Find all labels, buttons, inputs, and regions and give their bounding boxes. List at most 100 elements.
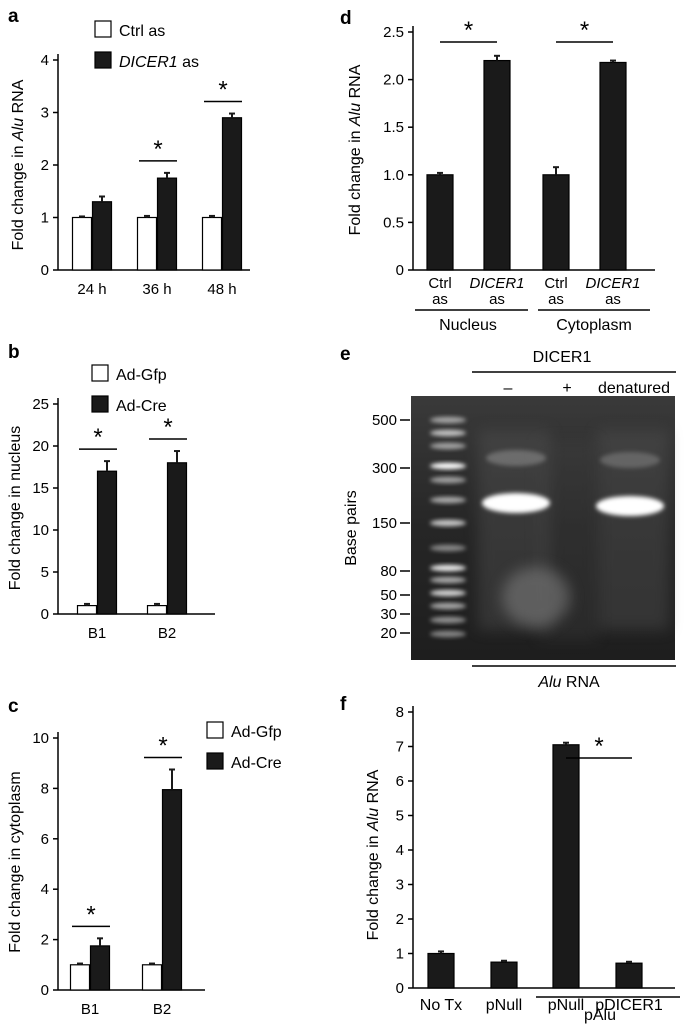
panel-a-y-tick-label: 4 — [41, 52, 49, 69]
panel-e-marker-label: 20 — [380, 625, 397, 642]
panel-c-legend-swatch — [206, 721, 224, 739]
panel-e-lane-label: + — [562, 380, 571, 397]
panel-b-bar — [76, 604, 98, 615]
panel-a-bar — [201, 216, 223, 271]
panel-e-marker-label: 150 — [372, 515, 397, 532]
panel-e-ladder-band — [430, 462, 466, 470]
panel-c-bar — [89, 945, 111, 991]
panel-d-bar — [599, 61, 627, 271]
panel-b-bar — [166, 462, 188, 615]
panel-c-x-tick-label: B1 — [81, 1001, 99, 1018]
panel-e-ladder-band — [430, 519, 466, 527]
panel-b-bar — [96, 470, 118, 615]
panel-a-bar — [91, 201, 113, 271]
panel-e-marker-label: 50 — [380, 587, 397, 604]
panel-a-legend-swatch — [94, 51, 112, 69]
panel-b-legend-label: Ad-Gfp — [116, 367, 167, 384]
panel-e-ladder-band — [430, 476, 466, 484]
panel-f-label: f — [340, 694, 347, 715]
panel-d-x-tick-label: as — [432, 291, 448, 308]
panel-d-x-tick-label: Ctrl — [428, 275, 451, 292]
panel-d-y-tick-label: 1.5 — [383, 119, 404, 136]
panel-d-significance-star: * — [580, 17, 589, 44]
panel-b-y-tick-label: 0 — [41, 606, 49, 623]
panel-f-y-tick-label: 6 — [396, 773, 404, 790]
panel-e-ladder-band — [430, 416, 466, 424]
panel-f-y-tick-label: 0 — [396, 980, 404, 997]
panel-f-bar — [427, 952, 455, 989]
panel-a-x-tick-label: 24 h — [77, 281, 106, 298]
panel-a-y-axis-label: Fold change in Alu RNA — [10, 79, 27, 250]
panel-f-y-tick-label: 2 — [396, 911, 404, 928]
panel-d-x-tick-label: as — [548, 291, 564, 308]
panel-b-significance-star: * — [163, 414, 172, 441]
panel-d-significance-star: * — [464, 17, 473, 44]
panel-e-ladder-band — [430, 602, 466, 610]
panel-e-ladder-band — [430, 564, 466, 572]
panel-b-x-tick-label: B2 — [158, 625, 176, 642]
panel-b-y-tick-label: 20 — [32, 438, 49, 455]
panel-e-marker-label: 500 — [372, 412, 397, 429]
panel-d-y-axis-label: Fold change in Alu RNA — [347, 64, 364, 235]
panel-a-bar — [71, 216, 93, 271]
panel-c-bar — [161, 789, 183, 991]
panel-d-bar — [426, 174, 454, 271]
panel-a-y-tick-label: 1 — [41, 210, 49, 227]
panel-f-y-axis-label: Fold change in Alu RNA — [365, 769, 382, 940]
panel-e-marker-label: 300 — [372, 460, 397, 477]
panel-a-legend-label: Ctrl as — [119, 23, 165, 40]
panel-f-x-tick-label: No Tx — [420, 997, 462, 1014]
panel-e-y-axis-label: Base pairs — [343, 490, 360, 566]
panel-c-bar — [141, 964, 163, 991]
panel-b-y-tick-label: 15 — [32, 480, 49, 497]
panel-d-x-tick-label: Ctrl — [544, 275, 567, 292]
panel-a-label: a — [8, 6, 19, 27]
panel-a-legend-label: DICER1 as — [119, 54, 199, 71]
panel-d-y-tick-label: 2.5 — [383, 24, 404, 41]
panel-a-x-tick-label: 48 h — [207, 281, 236, 298]
panel-c-y-axis-label: Fold change in cytoplasm — [7, 771, 24, 952]
panel-e-ladder-band — [430, 576, 466, 584]
panel-e-ladder-band — [430, 429, 466, 437]
panel-d-group-label: Nucleus — [439, 317, 497, 334]
panel-d-group-label: Cytoplasm — [556, 317, 632, 334]
panel-b-label: b — [8, 342, 20, 363]
panel-d-x-tick-label: as — [605, 291, 621, 308]
panel-b-legend-label: Ad-Cre — [116, 398, 167, 415]
panel-c-y-tick-label: 10 — [32, 730, 49, 747]
panel-a-y-tick-label: 3 — [41, 105, 49, 122]
panel-d-bar — [542, 174, 570, 271]
panel-c-y-tick-label: 0 — [41, 982, 49, 999]
panel-e-ladder-band — [430, 616, 466, 624]
panel-e-band — [482, 493, 550, 513]
panel-e-label: e — [340, 344, 351, 365]
panel-e-ladder-band — [430, 630, 466, 638]
panel-e-marker-label: 80 — [380, 563, 397, 580]
panel-b-legend-swatch — [91, 395, 109, 413]
panel-e-ladder-band — [430, 496, 466, 504]
panel-e-ladder-band — [430, 589, 466, 597]
panel-e-band — [596, 496, 664, 516]
panel-f-significance-star: * — [594, 733, 603, 760]
panel-b-y-tick-label: 25 — [32, 396, 49, 413]
panel-d-y-tick-label: 1.0 — [383, 167, 404, 184]
panel-d-x-tick-label: DICER1 — [585, 275, 640, 292]
panel-a-y-tick-label: 0 — [41, 262, 49, 279]
panel-c-legend-label: Ad-Gfp — [231, 724, 282, 741]
panel-d-bar — [483, 59, 511, 271]
panel-e-ladder-band — [430, 544, 466, 552]
panel-b-y-tick-label: 10 — [32, 522, 49, 539]
panel-b-y-axis-label: Fold change in nucleus — [7, 426, 24, 591]
panel-f-y-tick-label: 5 — [396, 808, 404, 825]
panel-c-y-tick-label: 4 — [41, 881, 49, 898]
panel-a-bar — [156, 177, 178, 271]
panel-a-y-tick-label: 2 — [41, 157, 49, 174]
panel-c-legend-swatch — [206, 752, 224, 770]
panel-d-y-tick-label: 0.5 — [383, 214, 404, 231]
panel-b-x-tick-label: B1 — [88, 625, 106, 642]
panel-c-y-tick-label: 2 — [41, 932, 49, 949]
panel-b-legend-swatch — [91, 364, 109, 382]
panel-f-y-tick-label: 4 — [396, 842, 404, 859]
panel-b-bar — [146, 604, 168, 615]
